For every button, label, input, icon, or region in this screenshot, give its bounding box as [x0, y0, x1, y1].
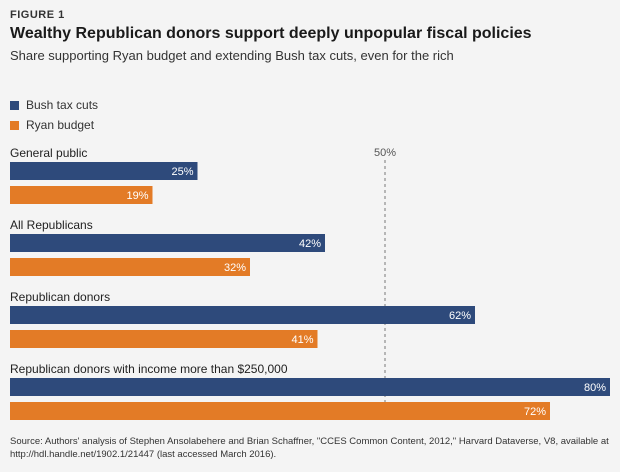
category-label: Republican donors — [10, 290, 110, 304]
ryan-value-label: 32% — [224, 262, 246, 274]
category-label: Republican donors with income more than … — [10, 362, 288, 376]
bush-bar — [10, 234, 325, 252]
ryan-value-label: 19% — [126, 190, 148, 202]
legend-item-ryan: Ryan budget — [10, 115, 98, 135]
legend: Bush tax cuts Ryan budget — [10, 95, 98, 135]
chart-title: Wealthy Republican donors support deeply… — [10, 25, 532, 42]
bush-bar — [10, 306, 475, 324]
category-label: All Republicans — [10, 218, 93, 232]
ryan-bar — [10, 402, 550, 420]
legend-swatch-ryan — [10, 120, 19, 130]
legend-swatch-bush — [10, 100, 19, 110]
legend-label-ryan: Ryan budget — [26, 118, 95, 132]
ryan-bar — [10, 186, 153, 204]
bush-value-label: 62% — [449, 310, 471, 322]
bush-value-label: 25% — [171, 166, 193, 178]
chart-subtitle: Share supporting Ryan budget and extendi… — [10, 48, 454, 63]
ryan-value-label: 41% — [291, 334, 313, 346]
ryan-bar — [10, 330, 318, 348]
category-label: General public — [10, 146, 87, 160]
bush-value-label: 80% — [584, 382, 606, 394]
source-note: Source: Authors' analysis of Stephen Ans… — [10, 436, 609, 460]
legend-label-bush: Bush tax cuts — [26, 98, 99, 112]
figure-label: FIGURE 1 — [10, 9, 65, 21]
bush-value-label: 42% — [299, 238, 321, 250]
ryan-value-label: 72% — [524, 406, 546, 418]
bush-bar — [10, 162, 198, 180]
bush-bar — [10, 378, 610, 396]
reference-line-label: 50% — [374, 147, 396, 159]
legend-item-bush: Bush tax cuts — [10, 95, 98, 115]
ryan-bar — [10, 258, 250, 276]
